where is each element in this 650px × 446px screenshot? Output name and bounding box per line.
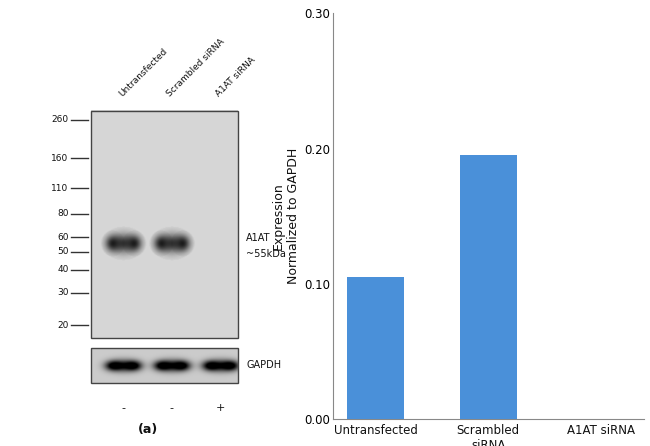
Text: +: +: [216, 403, 225, 413]
Text: 110: 110: [51, 184, 69, 193]
Text: Untransfected: Untransfected: [117, 47, 169, 99]
Text: ~55kDa: ~55kDa: [246, 249, 286, 259]
Bar: [460, 155, 517, 419]
Text: A1AT siRNA: A1AT siRNA: [214, 56, 257, 99]
Text: 20: 20: [57, 321, 69, 330]
Text: A1AT: A1AT: [246, 233, 271, 243]
Text: 30: 30: [57, 288, 69, 297]
Text: 60: 60: [57, 232, 69, 242]
Text: 160: 160: [51, 154, 69, 163]
Text: 50: 50: [57, 247, 69, 256]
Text: 260: 260: [51, 115, 69, 124]
Text: 40: 40: [57, 265, 69, 274]
Text: Scrambled siRNA: Scrambled siRNA: [166, 37, 227, 99]
Text: (a): (a): [137, 423, 158, 436]
Text: GAPDH: GAPDH: [246, 360, 281, 371]
Text: -: -: [122, 403, 125, 413]
Bar: [91, 348, 238, 383]
Text: -: -: [170, 403, 174, 413]
Text: 80: 80: [57, 210, 69, 219]
Y-axis label: Expression
Normalized to GAPDH: Expression Normalized to GAPDH: [272, 148, 300, 285]
Bar: [347, 277, 404, 419]
Bar: [91, 111, 238, 338]
